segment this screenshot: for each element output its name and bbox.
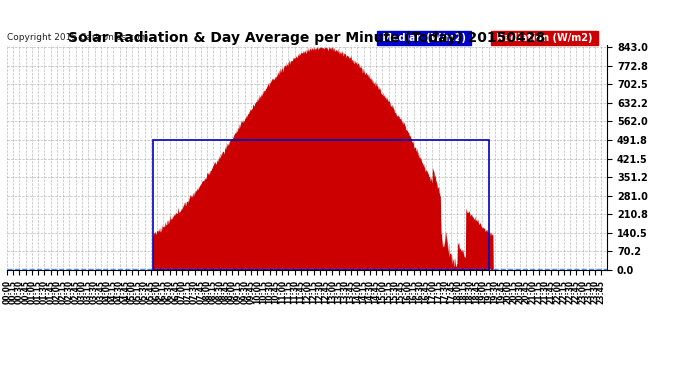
Text: Copyright 2015 Cartronics.com: Copyright 2015 Cartronics.com: [7, 33, 148, 42]
Bar: [153, 140, 489, 270]
Text: Median (W/m2): Median (W/m2): [379, 33, 469, 43]
Title: Solar Radiation & Day Average per Minute (Today) 20150428: Solar Radiation & Day Average per Minute…: [68, 31, 546, 45]
Text: Radiation (W/m2): Radiation (W/m2): [493, 33, 596, 43]
